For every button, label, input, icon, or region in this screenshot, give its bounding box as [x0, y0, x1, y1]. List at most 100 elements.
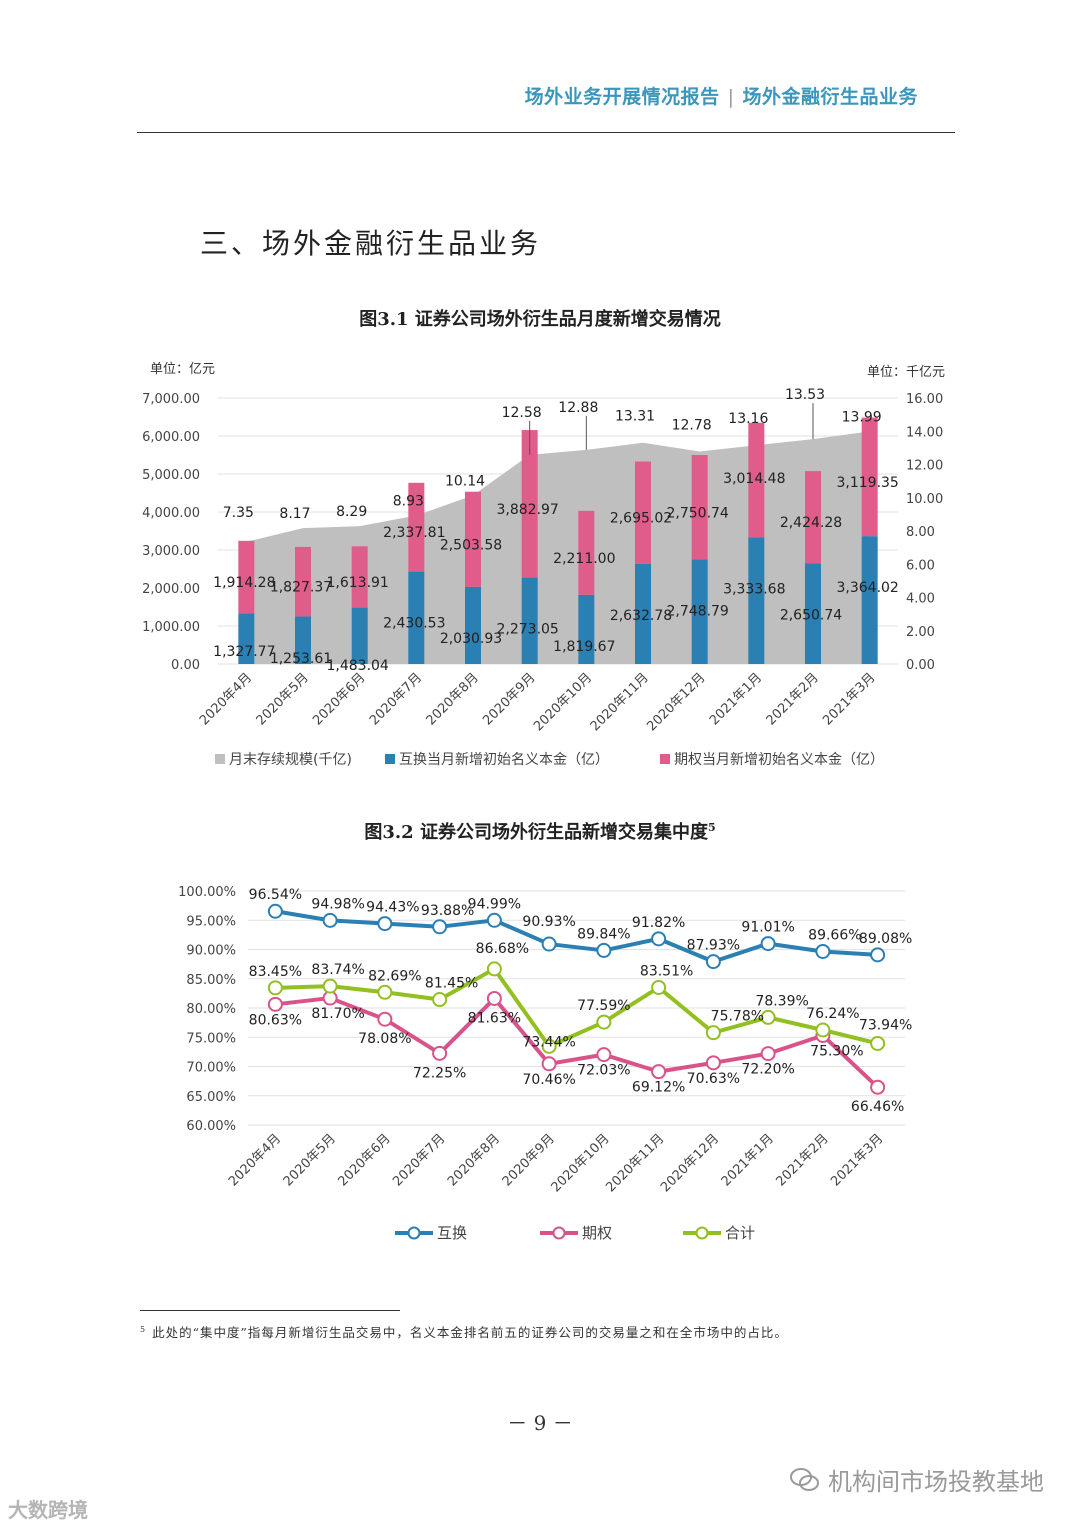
- series-point: [651, 979, 667, 995]
- bar-swap: [465, 586, 481, 664]
- series-data-label: 80.63%: [249, 1012, 302, 1028]
- series-point: [815, 1022, 831, 1038]
- swap-data-label: 2,650.74: [780, 607, 842, 623]
- bar-option: [691, 455, 708, 560]
- right-tick-label: 6.00: [906, 558, 935, 573]
- series-point: [486, 990, 502, 1006]
- area-data-label: 10.14: [445, 473, 485, 489]
- series-data-label: 81.63%: [468, 1010, 521, 1026]
- x-tick-label: 2021年1月: [707, 670, 765, 728]
- bar-option: [748, 422, 765, 538]
- area-existing-scale: [246, 431, 870, 664]
- option-data-label: 2,750.74: [666, 505, 728, 521]
- y-tick-label: 100.00%: [178, 885, 236, 900]
- x-tick-label: 2021年2月: [764, 670, 822, 728]
- series-data-label: 75.78%: [711, 1009, 764, 1025]
- footnote-mark: 5: [140, 1324, 147, 1334]
- option-data-label: 1,914.28: [213, 575, 275, 591]
- series-point: [815, 943, 831, 959]
- figure2-title: 图3.2 证券公司场外衍生品新增交易集中度5: [0, 818, 1080, 844]
- series-point: [377, 916, 393, 932]
- y-tick-label: 70.00%: [186, 1061, 236, 1076]
- figure2-footnote-mark: 5: [707, 821, 716, 834]
- x-tick-label: 2020年9月: [500, 1131, 558, 1189]
- series-data-label: 89.84%: [577, 926, 630, 942]
- x-tick-label: 2020年10月: [531, 670, 595, 734]
- series-point: [541, 1056, 557, 1072]
- series-point: [760, 936, 776, 952]
- series-data-label: 77.59%: [577, 998, 630, 1014]
- bar-option: [805, 471, 821, 564]
- legend-swatch: [385, 754, 395, 764]
- series-point: [486, 912, 502, 928]
- left-tick-label: 4,000.00: [142, 506, 200, 521]
- x-tick-label: 2021年1月: [719, 1131, 777, 1189]
- left-tick-label: 0.00: [171, 658, 200, 673]
- header-report: 场外业务开展情况报告: [524, 86, 720, 108]
- series-data-label: 81.45%: [425, 976, 478, 992]
- area-data-label: 12.78: [672, 418, 712, 434]
- right-tick-label: 0.00: [906, 658, 935, 673]
- figure1-title: 图3.1 证券公司场外衍生品月度新增交易情况: [359, 309, 721, 330]
- series-data-label: 89.66%: [808, 927, 861, 943]
- bar-swap: [408, 571, 425, 664]
- area-data-label: 8.29: [336, 504, 367, 520]
- area-data-label: 13.16: [728, 411, 768, 427]
- right-tick-label: 14.00: [906, 425, 943, 440]
- swap-data-label: 2,748.79: [666, 604, 728, 620]
- x-tick-label: 2021年3月: [820, 670, 878, 728]
- bar-swap: [295, 616, 311, 664]
- series-data-label: 72.25%: [413, 1065, 466, 1081]
- figure2-title-text: 图3.2 证券公司场外衍生品新增交易集中度: [364, 822, 708, 843]
- series-line: [275, 909, 878, 964]
- y-tick-label: 60.00%: [186, 1119, 236, 1134]
- bar-option: [351, 546, 368, 608]
- footnote-text: 此处的“集中度”指每月新增衍生品交易中，名义本金排名前五的证券公司的交易量之和在…: [152, 1325, 788, 1340]
- page-number: － 9 －: [507, 1411, 573, 1435]
- right-tick-label: 8.00: [906, 525, 935, 540]
- option-data-label: 2,424.28: [780, 515, 842, 531]
- right-axis-unit: 单位：千亿元: [867, 365, 945, 380]
- series-point: [432, 1045, 448, 1061]
- series-data-label: 72.20%: [741, 1062, 794, 1078]
- series-point: [541, 1038, 557, 1054]
- x-tick-label: 2020年5月: [281, 1131, 339, 1189]
- series-point: [432, 919, 448, 935]
- bar-option: [465, 491, 481, 587]
- series-point: [486, 961, 502, 977]
- series-data-label: 78.39%: [755, 993, 808, 1009]
- bar-swap: [238, 613, 255, 664]
- series-point: [760, 1009, 776, 1025]
- swap-data-label: 1,483.04: [326, 658, 388, 674]
- series-data-label: 81.70%: [311, 1006, 364, 1022]
- left-tick-label: 7,000.00: [142, 392, 200, 407]
- x-tick-label: 2020年4月: [197, 670, 255, 728]
- series-data-label: 91.82%: [632, 915, 685, 931]
- left-tick-label: 3,000.00: [142, 544, 200, 559]
- y-tick-label: 75.00%: [186, 1031, 236, 1046]
- x-tick-label: 2020年6月: [335, 1131, 393, 1189]
- series-point: [705, 1025, 721, 1041]
- x-tick-label: 2020年7月: [367, 670, 425, 728]
- series-point: [322, 912, 338, 928]
- header-rule: [137, 132, 955, 133]
- y-tick-label: 65.00%: [186, 1090, 236, 1105]
- x-tick-label: 2021年3月: [828, 1131, 886, 1189]
- series-data-label: 93.88%: [421, 903, 474, 919]
- series-data-label: 83.45%: [249, 964, 302, 980]
- bar-option: [521, 430, 538, 578]
- legend-marker: [695, 1226, 709, 1240]
- watermark-right-text: 机构间市场投教基地: [828, 1468, 1044, 1496]
- series-point: [322, 978, 338, 994]
- figure1-chart: 单位：亿元 单位：千亿元 0.00 1,000.00 2,000.00 3,000.00 4…: [142, 362, 945, 768]
- series-data-label: 83.74%: [311, 962, 364, 978]
- swap-data-label: 3,364.02: [836, 580, 898, 596]
- series-data-label: 73.44%: [522, 1034, 575, 1050]
- series-data-label: 82.69%: [368, 968, 421, 984]
- bar-swap: [861, 536, 878, 664]
- left-axis-unit: 单位：亿元: [150, 362, 215, 377]
- left-tick-label: 1,000.00: [142, 620, 200, 635]
- bar-option: [578, 510, 595, 595]
- series-data-label: 83.51%: [640, 963, 693, 979]
- swap-data-label: 3,333.68: [723, 581, 785, 597]
